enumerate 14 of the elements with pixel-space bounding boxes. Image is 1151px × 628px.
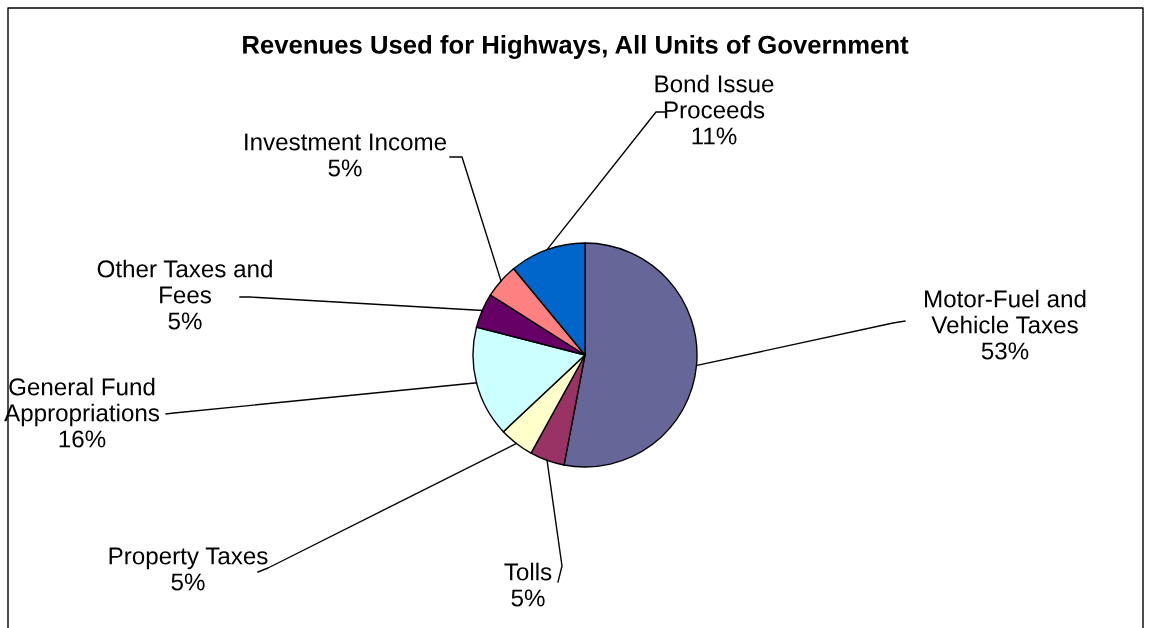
data-label: 5% [168, 312, 202, 330]
slice-label: Tolls [504, 562, 552, 581]
chart-title: Revenues Used for Highways, All Units of Government [243, 34, 909, 60]
data-label: 5% [328, 159, 362, 177]
data-label: 5% [171, 573, 205, 591]
slice-label: Bond Issue Proceeds [655, 74, 774, 119]
data-label: 11% [692, 127, 737, 145]
data-label: 5% [511, 589, 545, 607]
slice-label: Motor-Fuel and Vehicle Taxes [925, 289, 1086, 334]
slice-label: Other Taxes and Fees [97, 259, 272, 304]
slice-label: Property Taxes [109, 547, 268, 570]
slice-label: Investment Income [245, 133, 447, 151]
data-label: 53% [981, 342, 1029, 360]
data-label: 16% [59, 430, 106, 448]
